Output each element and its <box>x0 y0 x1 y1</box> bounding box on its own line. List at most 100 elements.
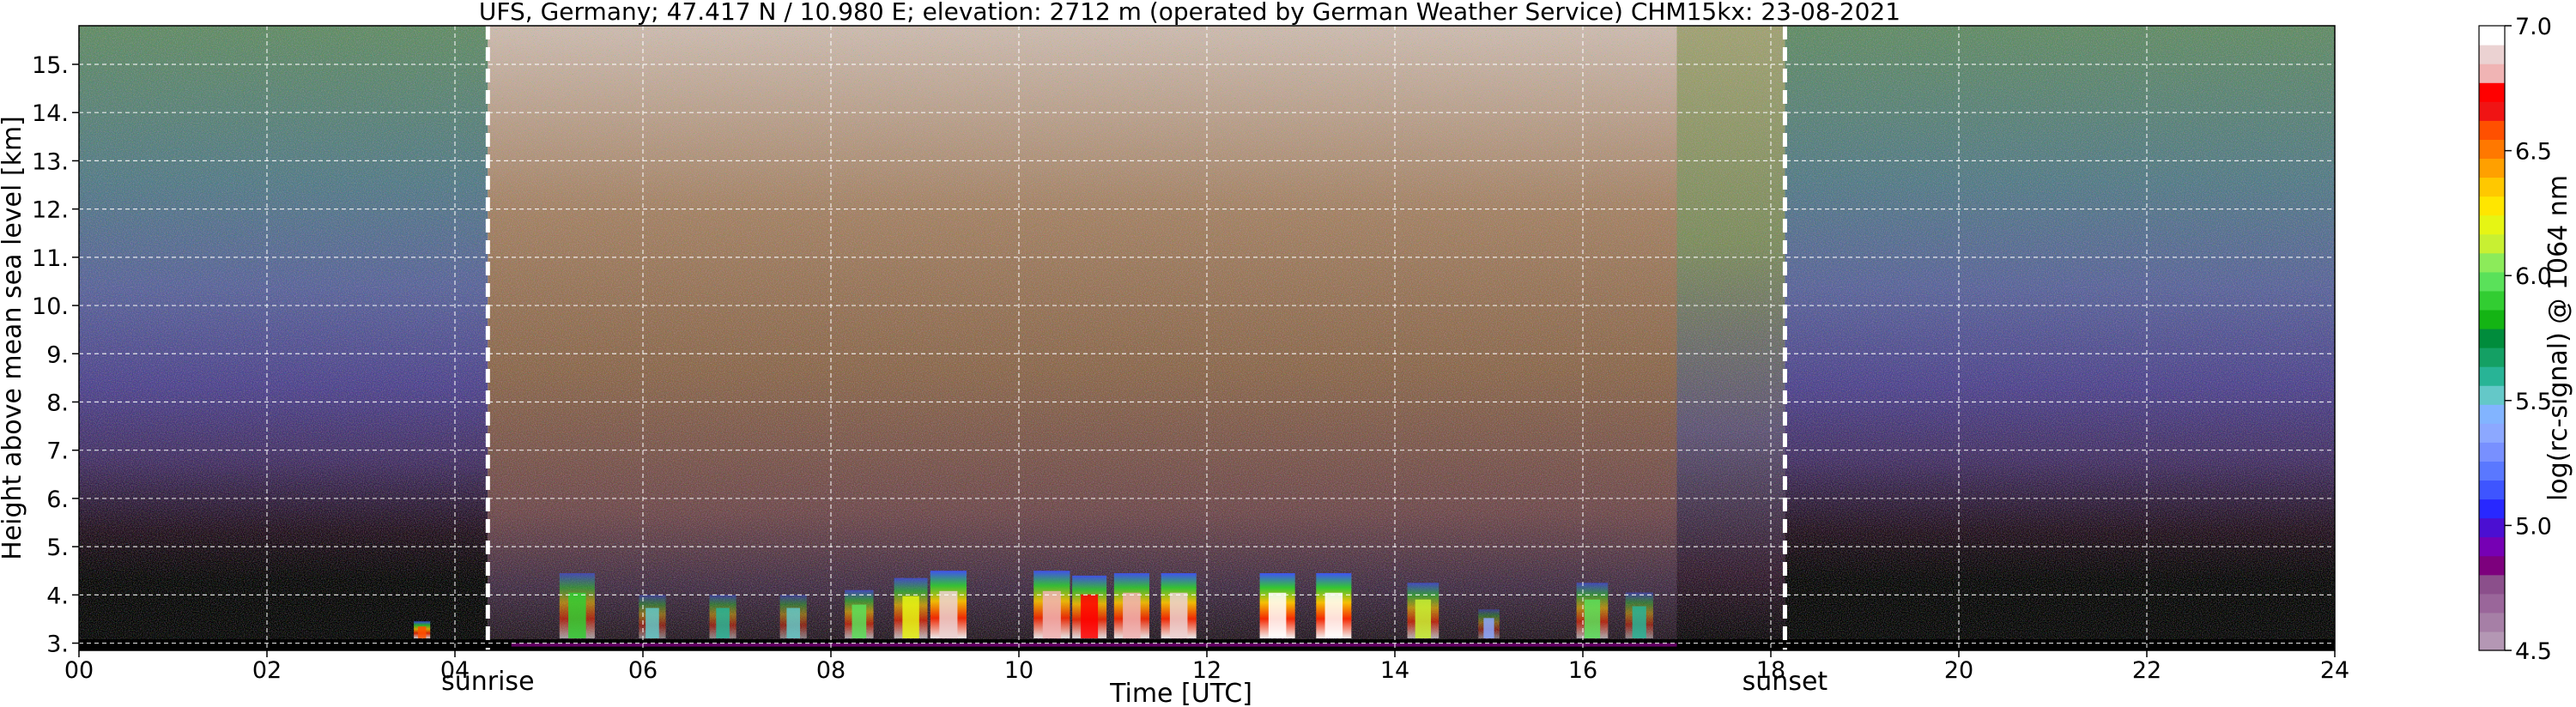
surface-return <box>511 643 1677 647</box>
x-tick-label: 12 <box>1192 657 1221 684</box>
grid <box>78 26 2336 650</box>
colorbar-segment <box>2479 480 2505 500</box>
y-tick-label: 15. <box>32 52 69 79</box>
feature-column <box>1072 575 1107 638</box>
feature-column <box>1316 573 1352 638</box>
colorbar-frame <box>2478 25 2506 651</box>
y-tick-label: 10. <box>32 293 69 320</box>
feature-core <box>716 607 730 638</box>
colorbar-label: log(rc-signal) @ 1064 nm <box>2543 175 2573 501</box>
feature-core <box>852 604 867 638</box>
colorbar-segment <box>2479 26 2505 45</box>
feature-core <box>1042 590 1061 638</box>
x-tick-label: 24 <box>2320 657 2349 684</box>
colorbar-segment <box>2479 196 2505 216</box>
y-tick-label: 4. <box>46 583 69 609</box>
x-axis-label: Time [UTC] <box>1109 679 1252 707</box>
feature-core <box>1415 599 1432 638</box>
feature-column <box>1625 592 1653 638</box>
colorbar-segment <box>2479 612 2505 632</box>
y-tick-label: 11. <box>32 245 69 272</box>
colorbar-tick-label: 5.0 <box>2515 513 2552 540</box>
x-axis-ticks: 00 02 04 06 08 10 12 14 16 18 20 22 24 <box>64 650 2349 684</box>
feature-column <box>779 595 807 638</box>
x-tick-label: 00 <box>64 657 94 684</box>
colorbar-segment <box>2479 215 2505 235</box>
feature-column <box>1576 583 1609 638</box>
colorbar-segment <box>2479 271 2505 292</box>
colorbar-segment <box>2479 177 2505 197</box>
feature-core <box>1169 592 1188 638</box>
marker-label-sunset: sunset <box>1743 667 1828 697</box>
chart-title: UFS, Germany; 47.417 N / 10.980 E; eleva… <box>479 0 1900 26</box>
x-tick-label: 22 <box>2132 657 2161 684</box>
feature-core <box>939 590 958 638</box>
colorbar-segment <box>2479 423 2505 443</box>
sun-markers: sunrise sunset <box>441 26 1827 697</box>
y-tick-label: 14. <box>32 100 69 127</box>
boundary-layer-features <box>414 571 1653 638</box>
colorbar-segment <box>2479 252 2505 273</box>
colorbar-segment <box>2479 139 2505 160</box>
colorbar-segment <box>2479 101 2505 121</box>
feature-column <box>414 621 431 638</box>
x-tick-label: 14 <box>1380 657 1409 684</box>
feature-core <box>646 607 659 638</box>
x-tick-label: 16 <box>1568 657 1597 684</box>
colorbar-segment <box>2479 366 2505 386</box>
feature-column <box>559 573 595 638</box>
colorbar-tick-label: 7.0 <box>2515 14 2552 40</box>
colorbar-segment <box>2479 574 2505 595</box>
feature-core <box>568 592 586 638</box>
y-tick-label: 5. <box>46 535 69 561</box>
feature-column <box>1259 573 1295 638</box>
feature-column <box>845 589 874 638</box>
colorbar-segment <box>2479 385 2505 405</box>
colorbar-segment <box>2479 461 2505 481</box>
y-axis-ticks: 3. 4. 5. 6. 7. 8. 9. 10. 11. 12. 13. 14. 15. <box>32 52 79 658</box>
colorbar-segment <box>2479 499 2505 519</box>
colorbar-segment <box>2479 442 2505 462</box>
colorbar-segment <box>2479 555 2505 576</box>
colorbar-segment <box>2479 45 2505 64</box>
feature-column <box>1113 573 1149 638</box>
colorbar-segment <box>2479 158 2505 178</box>
colorbar-tick-label: 6.5 <box>2515 139 2552 166</box>
y-tick-label: 12. <box>32 197 69 224</box>
colorbar: 7.0 6.5 6.0 5.5 5.0 4.5 <box>2478 14 2552 665</box>
y-tick-label: 3. <box>46 631 69 658</box>
colorbar-segment <box>2479 82 2505 102</box>
x-tick-label: 06 <box>628 657 658 684</box>
colorbar-segment <box>2479 593 2505 613</box>
y-tick-label: 9. <box>46 341 69 368</box>
colorbar-segment <box>2479 309 2505 329</box>
feature-core <box>1123 592 1141 638</box>
colorbar-segment <box>2479 631 2505 651</box>
marker-label-sunrise: sunrise <box>441 667 534 697</box>
x-tick-label: 10 <box>1004 657 1033 684</box>
colorbar-segment <box>2479 347 2505 367</box>
feature-column <box>639 595 666 638</box>
feature-column <box>1478 609 1500 638</box>
colorbar-tick-label: 5.5 <box>2515 389 2552 415</box>
feature-core <box>1483 618 1494 638</box>
colorbar-segment <box>2479 328 2505 348</box>
y-tick-label: 8. <box>46 390 69 416</box>
colorbar-segment <box>2479 517 2505 538</box>
feature-column <box>709 595 736 638</box>
feature-core <box>1632 606 1646 638</box>
feature-core <box>1081 594 1099 638</box>
y-tick-label: 13. <box>32 148 69 175</box>
colorbar-segment <box>2479 233 2505 254</box>
colorbar-segment <box>2479 290 2505 311</box>
colorbar-segment <box>2479 536 2505 557</box>
feature-core <box>1324 592 1343 638</box>
feature-core <box>417 626 427 638</box>
colorbar-tick-label: 6.0 <box>2515 263 2552 290</box>
y-axis-label: Height above mean sea level [km] <box>0 116 27 560</box>
y-tick-label: 7. <box>46 438 69 465</box>
x-tick-label: 02 <box>252 657 282 684</box>
x-tick-label: 08 <box>816 657 846 684</box>
feature-core <box>786 607 800 638</box>
